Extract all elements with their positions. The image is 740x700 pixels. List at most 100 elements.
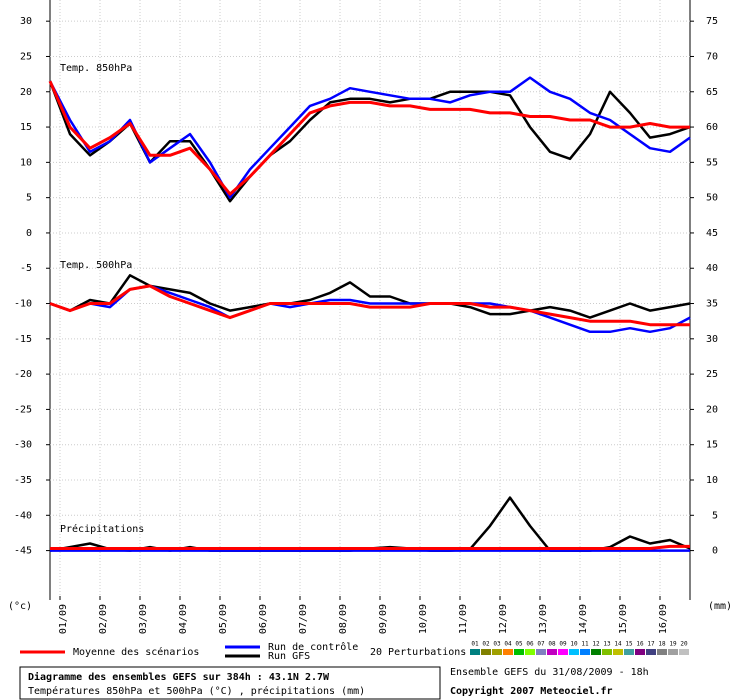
y-tick-label: -15	[14, 334, 32, 345]
perturbation-swatch	[646, 649, 656, 655]
perturbation-swatch	[602, 649, 612, 655]
y-tick-label: 5	[26, 193, 32, 204]
perturbation-swatch	[536, 649, 546, 655]
y2-tick-label: 70	[706, 51, 718, 62]
perturbations-label: 20 Perturbations	[370, 647, 466, 658]
perturbation-swatch	[668, 649, 678, 655]
y-unit: (°c)	[8, 601, 32, 612]
perturbation-number: 01	[471, 641, 479, 648]
y2-tick-label: 15	[706, 440, 718, 451]
perturbation-number: 09	[559, 641, 567, 648]
perturbation-swatch	[514, 649, 524, 655]
x-tick-label: 02/09	[98, 604, 109, 634]
y-tick-label: -35	[14, 475, 32, 486]
perturbation-number: 12	[592, 641, 600, 648]
perturbation-number: 15	[625, 641, 633, 648]
x-tick-label: 09/09	[378, 604, 389, 634]
x-tick-label: 15/09	[618, 604, 629, 634]
y-tick-label: -30	[14, 440, 32, 451]
x-tick-label: 06/09	[258, 604, 269, 634]
legend-label: Run GFS	[268, 651, 310, 662]
perturbation-number: 06	[526, 641, 534, 648]
x-tick-label: 07/09	[298, 604, 309, 634]
y-tick-label: 25	[20, 51, 32, 62]
perturbation-number: 04	[504, 641, 512, 648]
perturbation-swatch	[525, 649, 535, 655]
y-tick-label: -40	[14, 510, 32, 521]
perturbation-swatch	[558, 649, 568, 655]
y-tick-label: -25	[14, 404, 32, 415]
y2-tick-label: 50	[706, 193, 718, 204]
legend-label: Run de contrôle	[268, 641, 358, 653]
perturbation-swatch	[624, 649, 634, 655]
perturbation-swatch	[492, 649, 502, 655]
legend-label: Moyenne des scénarios	[73, 646, 199, 658]
y2-unit: (mm)	[708, 601, 732, 612]
y-tick-label: 10	[20, 157, 32, 168]
y-tick-label: 0	[26, 228, 32, 239]
x-tick-label: 03/09	[138, 604, 149, 634]
y2-tick-label: 55	[706, 157, 718, 168]
perturbation-number: 14	[614, 641, 622, 648]
x-tick-label: 14/09	[578, 604, 589, 634]
y2-tick-label: 45	[706, 228, 718, 239]
perturbation-number: 13	[603, 641, 611, 648]
y-tick-label: -20	[14, 369, 32, 380]
y2-tick-label: 20	[706, 404, 718, 415]
title-box	[19, 666, 441, 700]
perturbation-number: 17	[647, 641, 655, 648]
panel-label: Temp. 500hPa	[60, 260, 132, 271]
copyright: Copyright 2007 Meteociel.fr	[450, 685, 613, 697]
series-line	[49, 284, 690, 327]
x-tick-label: 11/09	[458, 604, 469, 634]
perturbation-number: 20	[680, 641, 688, 648]
perturbation-number: 16	[636, 641, 644, 648]
perturbation-swatch	[503, 649, 513, 655]
y2-tick-label: 40	[706, 263, 718, 274]
perturbation-number: 10	[570, 641, 578, 648]
perturbation-number: 07	[537, 641, 545, 648]
y2-tick-label: 30	[706, 334, 718, 345]
y-tick-label: -10	[14, 299, 32, 310]
x-tick-label: 10/09	[418, 604, 429, 634]
y-tick-label: -45	[14, 546, 32, 557]
y2-tick-label: 5	[712, 510, 718, 521]
x-tick-label: 12/09	[498, 604, 509, 634]
x-tick-label: 01/09	[58, 604, 69, 634]
chart-title: Diagramme des ensembles GEFS sur 384h : …	[28, 671, 330, 683]
series-line	[48, 80, 690, 196]
x-tick-label: 13/09	[538, 604, 549, 634]
perturbation-number: 03	[493, 641, 501, 648]
y2-tick-label: 0	[712, 546, 718, 557]
y-tick-label: 20	[20, 87, 32, 98]
panel-label: Précipitations	[60, 523, 144, 535]
perturbation-number: 08	[548, 641, 556, 648]
perturbation-number: 18	[658, 641, 666, 648]
x-tick-label: 04/09	[178, 604, 189, 634]
perturbation-number: 02	[482, 641, 490, 648]
perturbation-swatch	[580, 649, 590, 655]
perturbation-swatch	[679, 649, 689, 655]
y2-tick-label: 75	[706, 16, 718, 27]
y-tick-label: 30	[20, 16, 32, 27]
perturbation-swatch	[613, 649, 623, 655]
y2-tick-label: 25	[706, 369, 718, 380]
chart-subtitle: Températures 850hPa et 500hPa (°C) , pré…	[28, 685, 365, 697]
y-tick-label: 15	[20, 122, 32, 133]
x-tick-label: 08/09	[338, 604, 349, 634]
x-tick-label: 16/09	[658, 604, 669, 634]
y2-tick-label: 35	[706, 299, 718, 310]
perturbation-number: 05	[515, 641, 523, 648]
y2-tick-label: 60	[706, 122, 718, 133]
perturbation-swatch	[470, 649, 480, 655]
perturbation-number: 19	[669, 641, 677, 648]
perturbation-swatch	[657, 649, 667, 655]
perturbation-swatch	[547, 649, 557, 655]
series-line	[50, 544, 690, 550]
x-tick-label: 05/09	[218, 604, 229, 634]
perturbation-swatch	[569, 649, 579, 655]
perturbation-number: 11	[581, 641, 589, 648]
panel-label: Temp. 850hPa	[60, 63, 132, 74]
